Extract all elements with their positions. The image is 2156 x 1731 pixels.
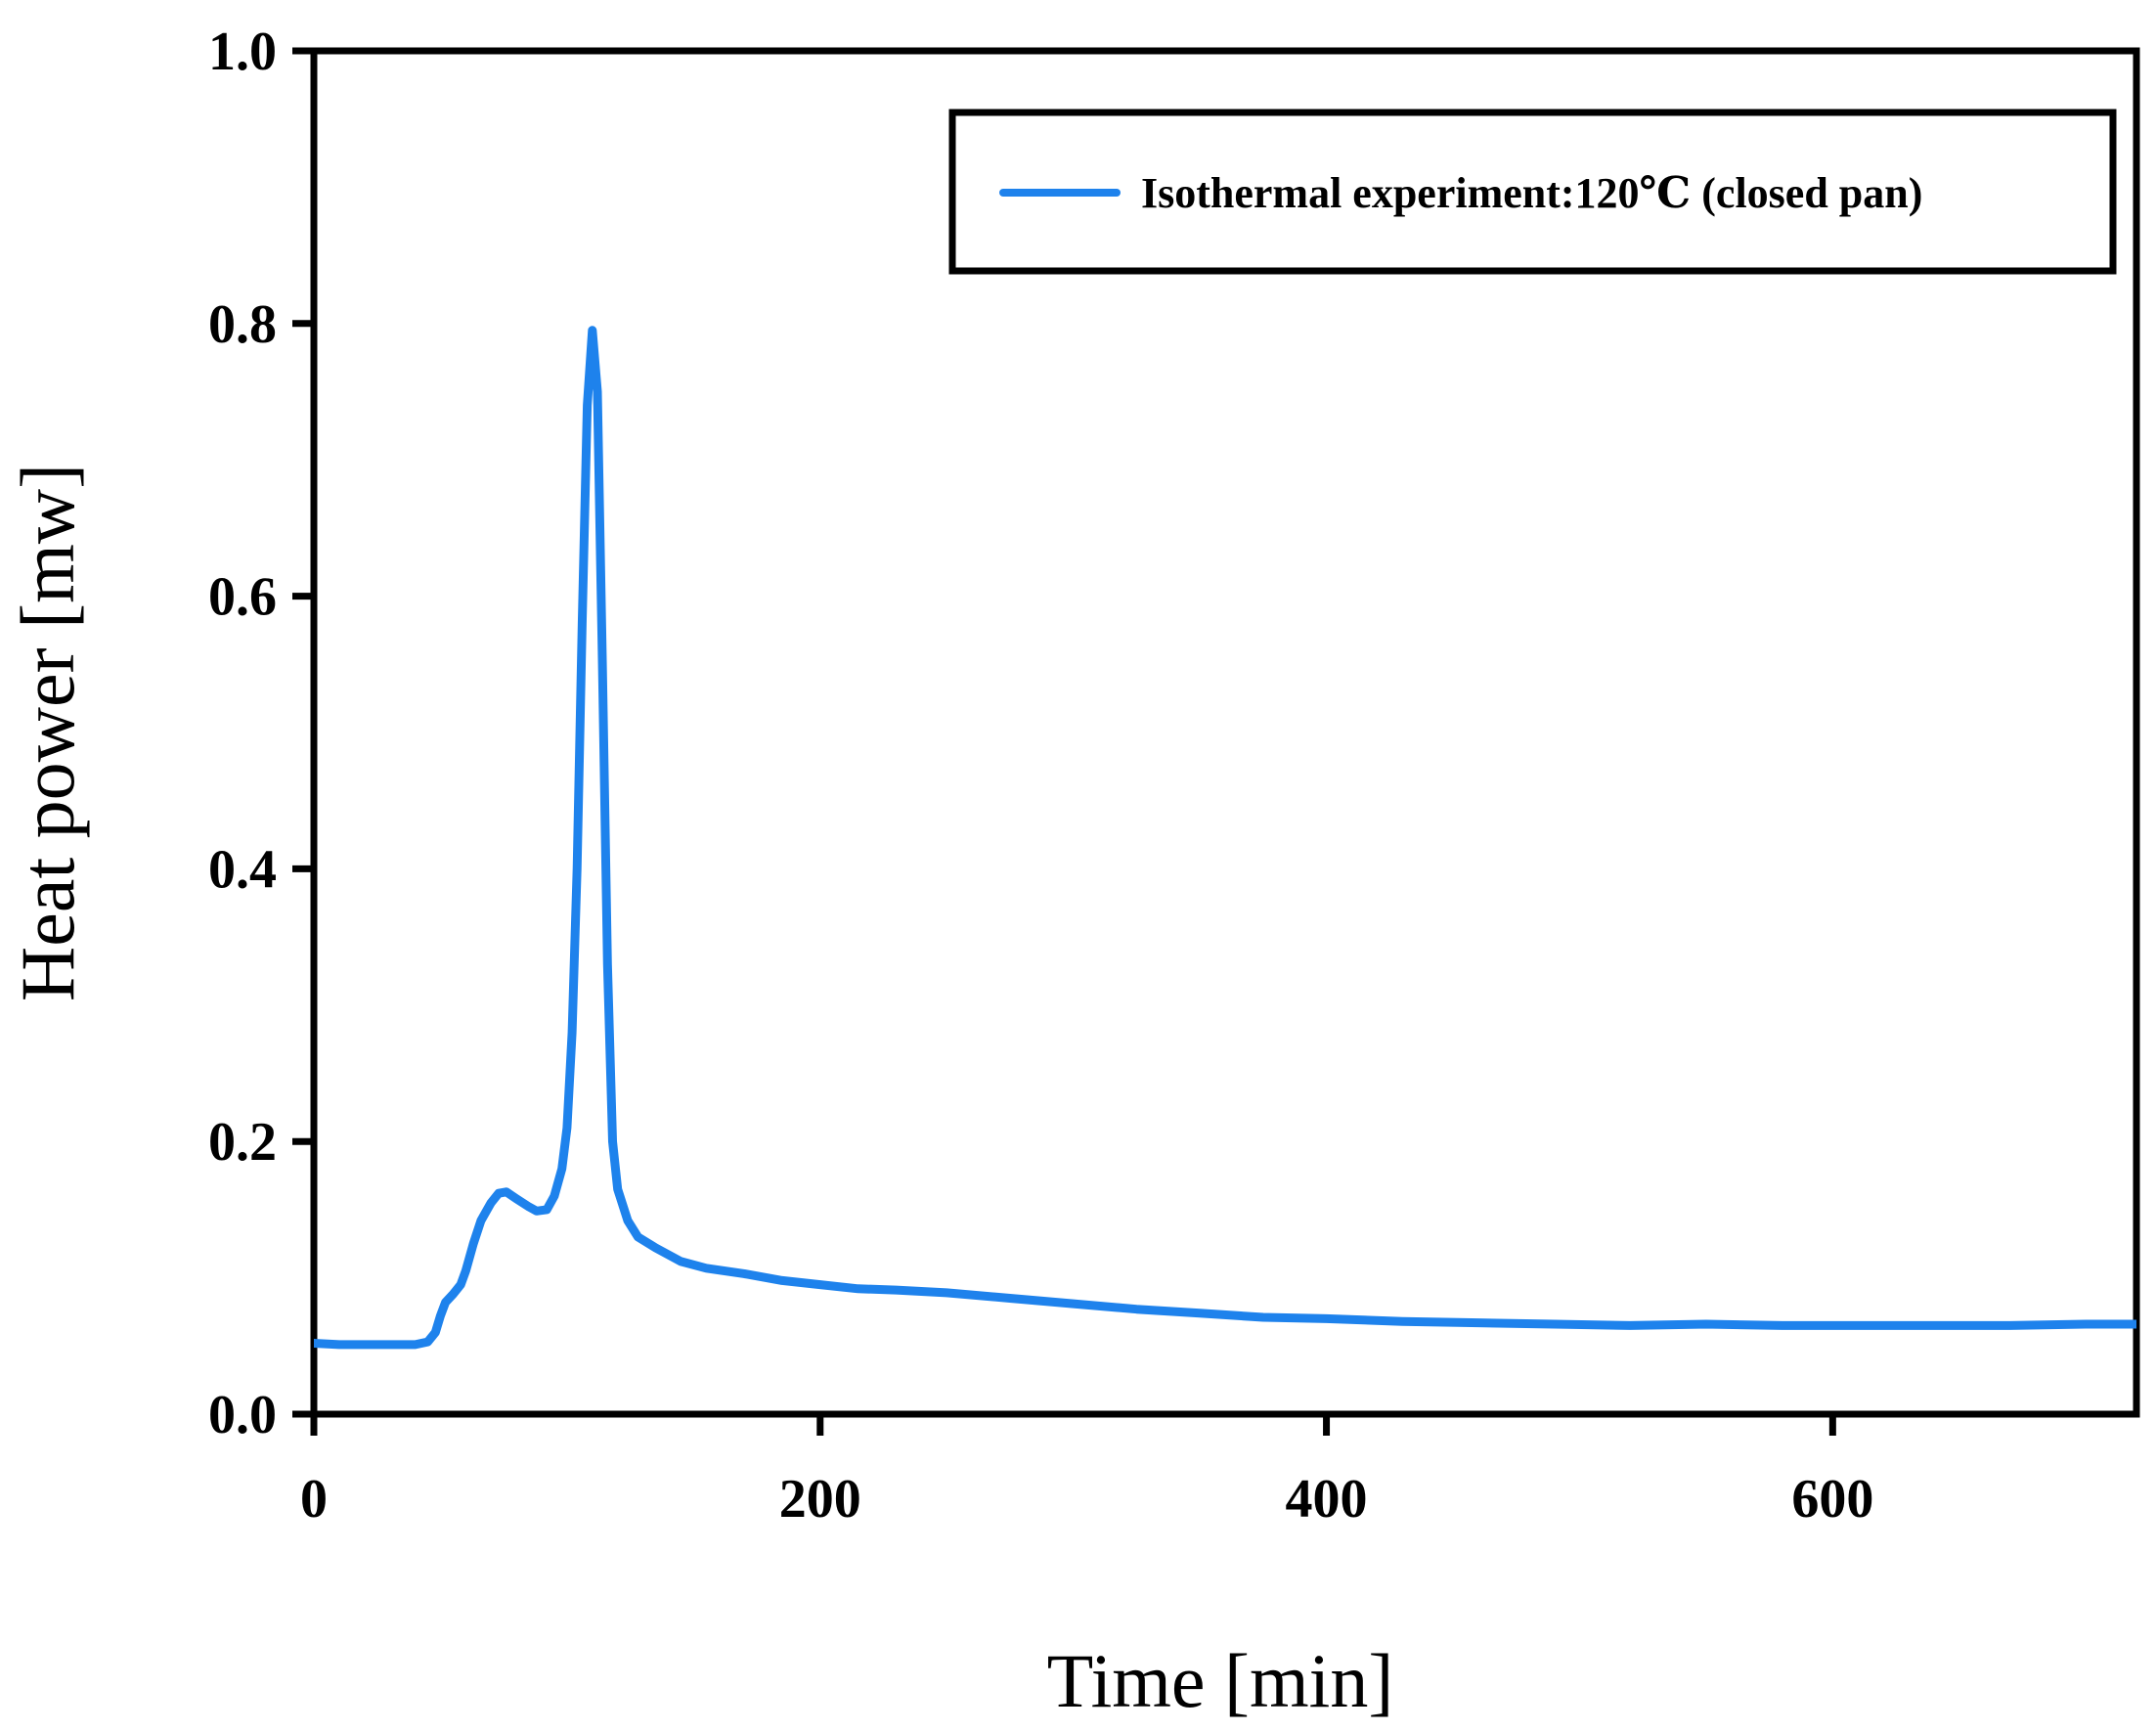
y-tick-label: 1.0 [208, 22, 277, 82]
y-axis-title: Heat power [mw] [5, 464, 90, 1001]
plot-frame [310, 47, 2140, 1418]
x-axis: 0 200 400 600 [300, 1414, 1873, 1530]
x-tick-label: 200 [779, 1469, 861, 1530]
y-tick-label: 0.2 [208, 1112, 277, 1173]
series-line-isothermal [314, 326, 2136, 1350]
legend: Isothermal experiment:120℃ (closed pan) [948, 109, 2117, 275]
legend-box [948, 109, 2117, 275]
y-axis: 0.0 0.2 0.4 0.6 0.8 1.0 [208, 22, 314, 1445]
legend-label: Isothermal experiment:120℃ (closed pan) [1141, 169, 1922, 217]
x-tick-label: 0 [300, 1469, 328, 1530]
x-tick-label: 400 [1286, 1469, 1368, 1530]
y-tick-label: 0.0 [208, 1385, 277, 1445]
x-tick-label: 600 [1791, 1469, 1873, 1530]
y-tick-label: 0.4 [208, 839, 277, 900]
y-tick-label: 0.6 [208, 567, 277, 628]
x-axis-title: Time [min] [1047, 1638, 1394, 1723]
y-tick-label: 0.8 [208, 294, 277, 355]
